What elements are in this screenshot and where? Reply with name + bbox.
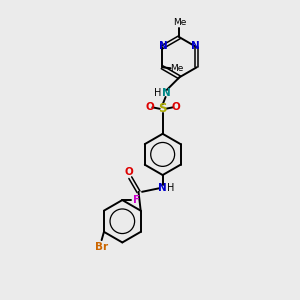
Text: F: F [133,195,140,205]
Text: Br: Br [95,242,108,252]
Text: N: N [191,41,200,51]
Text: Me: Me [170,64,184,73]
Text: N: N [158,183,167,193]
Text: S: S [158,102,167,115]
Text: Me: Me [173,18,186,27]
Text: O: O [145,102,154,112]
Text: H: H [154,88,162,98]
Text: N: N [159,41,168,51]
Text: N: N [162,88,171,98]
Text: O: O [124,167,133,177]
Text: O: O [172,102,180,112]
Text: H: H [167,183,175,193]
